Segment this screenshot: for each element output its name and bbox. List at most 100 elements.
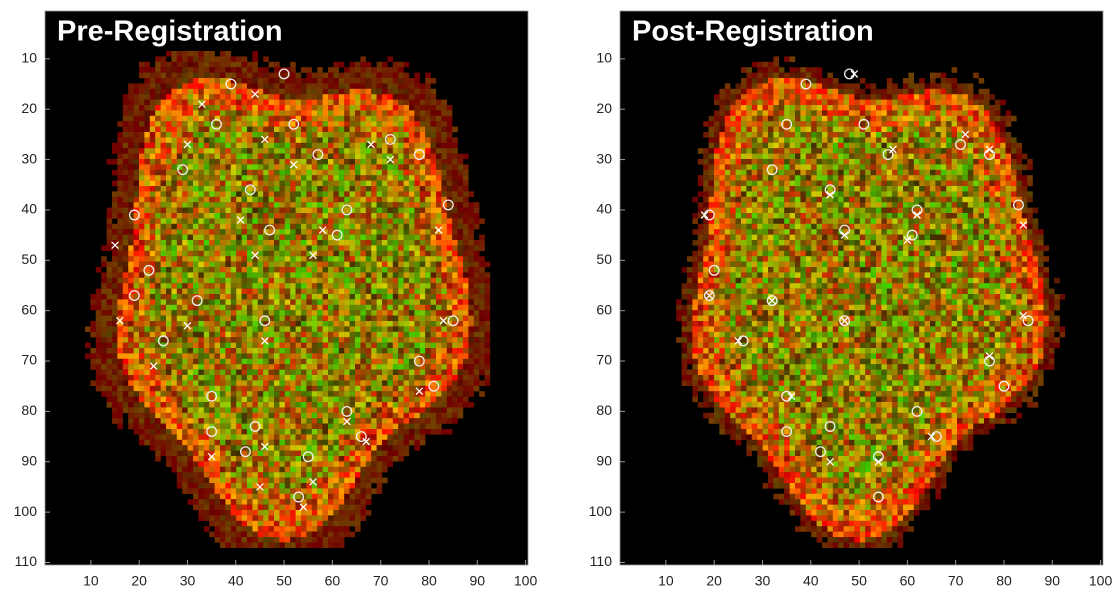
pixel (236, 359, 242, 365)
pixel (409, 332, 415, 338)
pixel (236, 143, 242, 149)
pixel (393, 424, 399, 430)
pixel (290, 391, 296, 397)
pixel (225, 451, 231, 457)
pixel (290, 402, 296, 408)
pixel (220, 375, 226, 381)
pixel (479, 262, 485, 268)
pixel (301, 316, 307, 322)
pixel (431, 305, 437, 311)
pixel (188, 267, 194, 273)
pixel (323, 105, 329, 111)
pixel (344, 370, 350, 376)
pixel (155, 235, 161, 241)
pixel (231, 191, 237, 197)
pixel (242, 235, 248, 241)
pixel (431, 213, 437, 219)
pixel (333, 62, 339, 68)
pixel (150, 110, 156, 116)
pixel (204, 321, 210, 327)
pixel (420, 299, 426, 305)
pixel (312, 467, 318, 473)
pixel (161, 326, 167, 332)
pixel (479, 310, 485, 316)
pixel (144, 407, 150, 413)
pixel (360, 375, 366, 381)
pixel (220, 299, 226, 305)
pixel (171, 407, 177, 413)
pixel (274, 197, 280, 203)
pixel (139, 418, 145, 424)
pixel (350, 343, 356, 349)
pixel (117, 413, 123, 419)
pixel (317, 116, 323, 122)
pixel (198, 251, 204, 257)
pixel (279, 83, 285, 89)
pixel (252, 472, 258, 478)
pixel (247, 83, 253, 89)
pixel (171, 316, 177, 322)
pixel (188, 94, 194, 100)
pixel (279, 197, 285, 203)
pixel (252, 218, 258, 224)
pixel (198, 461, 204, 467)
pixel (236, 434, 242, 440)
pixel (171, 197, 177, 203)
pixel (355, 272, 361, 278)
pixel (134, 272, 140, 278)
pixel (128, 83, 134, 89)
pixel (177, 67, 183, 73)
pixel (371, 251, 377, 257)
pixel (279, 375, 285, 381)
pixel (220, 278, 226, 284)
pixel (436, 407, 442, 413)
pixel (128, 407, 134, 413)
pixel (198, 375, 204, 381)
pixel (128, 121, 134, 127)
pixel (382, 89, 388, 95)
pixel (344, 343, 350, 349)
pixel (474, 337, 480, 343)
pixel (387, 94, 393, 100)
pixel (339, 386, 345, 392)
pixel (166, 299, 172, 305)
pixel (344, 67, 350, 73)
pixel (339, 181, 345, 187)
pixel (134, 235, 140, 241)
pixel (150, 424, 156, 430)
pixel (344, 170, 350, 176)
pixel (452, 235, 458, 241)
pixel (441, 181, 447, 187)
pixel (328, 121, 334, 127)
pixel (252, 364, 258, 370)
pixel (301, 283, 307, 289)
pixel (177, 294, 183, 300)
pixel (242, 294, 248, 300)
pixel (366, 413, 372, 419)
pixel (161, 278, 167, 284)
pixel (285, 159, 291, 165)
pixel (360, 218, 366, 224)
pixel (198, 289, 204, 295)
pixel (371, 305, 377, 311)
pixel (290, 235, 296, 241)
pixel (296, 170, 302, 176)
pixel (209, 343, 215, 349)
pixel (447, 251, 453, 257)
pixel (242, 121, 248, 127)
pixel (404, 116, 410, 122)
pixel (231, 186, 237, 192)
pixel (204, 299, 210, 305)
pixel (382, 418, 388, 424)
pixel (166, 181, 172, 187)
pixel (171, 256, 177, 262)
pixel (128, 316, 134, 322)
pixel (355, 407, 361, 413)
pixel (182, 224, 188, 230)
pixel (263, 235, 269, 241)
pixel (355, 386, 361, 392)
pixel (468, 326, 474, 332)
pixel (204, 83, 210, 89)
pixel (350, 186, 356, 192)
pixel (155, 164, 161, 170)
